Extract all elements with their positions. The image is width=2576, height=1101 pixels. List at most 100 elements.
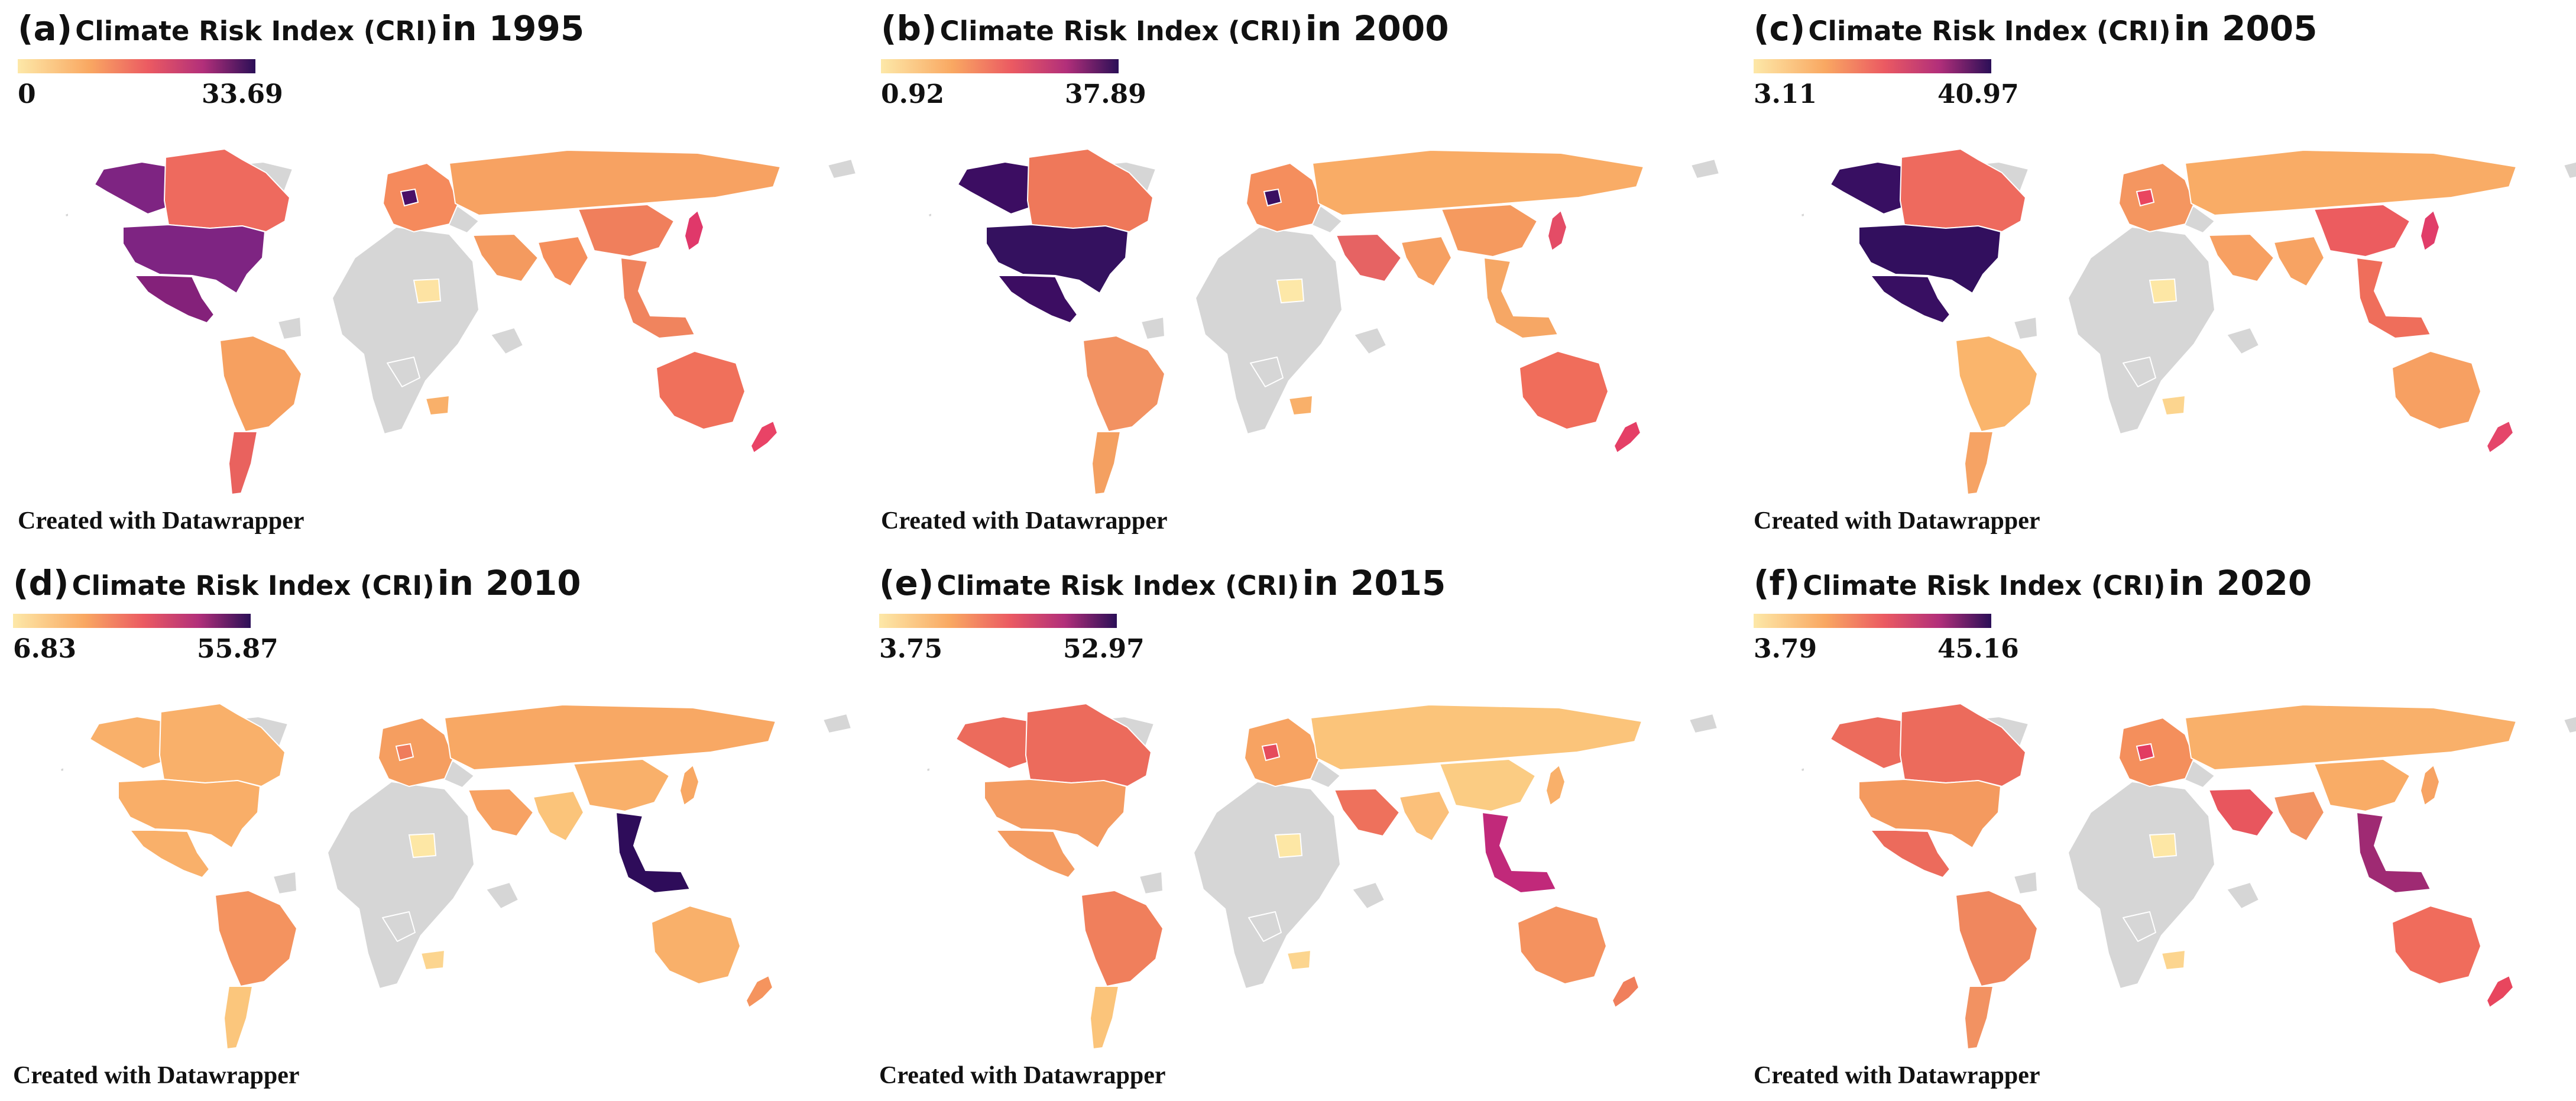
region-west-africa[interactable] [1275, 833, 1302, 858]
region-south-america[interactable] [1081, 890, 1164, 987]
region-mexico[interactable] [996, 830, 1076, 878]
region-east-asia[interactable] [2313, 204, 2410, 257]
region-australia[interactable] [1519, 351, 1609, 430]
region-south-asia[interactable] [1401, 236, 1452, 287]
region-mexico[interactable] [997, 275, 1078, 323]
region-new-zealand[interactable] [750, 420, 778, 454]
region-south-africa[interactable] [1287, 950, 1311, 970]
region-europe-hotspot[interactable] [2136, 743, 2154, 761]
region-east-asia[interactable] [1439, 759, 1536, 812]
region-middle-east[interactable] [2208, 234, 2274, 282]
region-argentina[interactable] [1091, 431, 1121, 495]
region-south-america[interactable] [219, 335, 302, 432]
region-argentina[interactable] [228, 431, 258, 495]
region-europe[interactable] [378, 717, 454, 787]
region-russia[interactable] [1312, 150, 1644, 216]
region-japan[interactable] [2420, 210, 2440, 251]
region-south-africa[interactable] [425, 395, 450, 416]
region-southeast-asia[interactable] [2356, 812, 2431, 893]
region-south-africa[interactable] [1288, 395, 1313, 416]
region-south-america[interactable] [215, 890, 297, 987]
region-south-asia[interactable] [2273, 236, 2325, 287]
region-south-america[interactable] [1955, 890, 2038, 987]
region-europe[interactable] [1244, 717, 1320, 787]
region-south-africa[interactable] [420, 950, 445, 970]
region-south-africa[interactable] [2161, 950, 2186, 970]
region-southeast-asia[interactable] [620, 257, 695, 339]
region-europe-hotspot[interactable] [1263, 189, 1282, 206]
region-canada[interactable] [164, 148, 290, 232]
region-russia[interactable] [2185, 704, 2517, 770]
region-argentina[interactable] [1090, 986, 1119, 1050]
region-mexico[interactable] [134, 275, 215, 323]
region-russia[interactable] [1310, 704, 1642, 770]
region-southeast-asia[interactable] [2356, 257, 2431, 339]
region-australia[interactable] [2392, 905, 2481, 985]
region-japan[interactable] [679, 765, 699, 806]
region-europe[interactable] [2118, 163, 2195, 232]
region-europe-hotspot[interactable] [1262, 743, 1280, 761]
region-russia[interactable] [449, 150, 781, 216]
region-japan[interactable] [1547, 210, 1567, 251]
region-canada[interactable] [159, 703, 286, 787]
region-east-asia[interactable] [573, 759, 670, 812]
region-australia[interactable] [651, 905, 741, 985]
region-south-asia[interactable] [533, 791, 584, 841]
region-japan[interactable] [2420, 765, 2440, 806]
region-japan[interactable] [1545, 765, 1566, 806]
region-new-zealand[interactable] [2486, 420, 2514, 454]
region-east-asia[interactable] [2313, 759, 2410, 812]
region-south-asia[interactable] [537, 236, 589, 287]
region-south-asia[interactable] [2273, 791, 2325, 841]
region-russia[interactable] [444, 704, 776, 770]
region-south-america[interactable] [1955, 335, 2038, 432]
region-europe-hotspot[interactable] [400, 189, 419, 206]
region-australia[interactable] [656, 351, 746, 430]
region-mexico[interactable] [129, 830, 210, 878]
region-japan[interactable] [684, 210, 704, 251]
region-alaska[interactable] [89, 716, 166, 769]
region-europe[interactable] [383, 163, 459, 232]
region-middle-east[interactable] [1336, 234, 1402, 282]
region-middle-east[interactable] [472, 234, 539, 282]
region-new-zealand[interactable] [2486, 975, 2514, 1008]
region-east-asia[interactable] [578, 204, 675, 257]
region-southeast-asia[interactable] [1483, 257, 1558, 339]
region-australia[interactable] [2392, 351, 2481, 430]
region-mexico[interactable] [1870, 830, 1950, 878]
region-mexico[interactable] [1870, 275, 1950, 323]
region-new-zealand[interactable] [746, 975, 773, 1008]
region-alaska[interactable] [1830, 716, 1907, 769]
region-canada[interactable] [1027, 148, 1153, 232]
region-southeast-asia[interactable] [1482, 812, 1557, 893]
region-canada[interactable] [1025, 703, 1152, 787]
region-south-africa[interactable] [2161, 395, 2186, 416]
region-alaska[interactable] [94, 161, 171, 215]
region-southeast-asia[interactable] [615, 812, 691, 893]
region-argentina[interactable] [1964, 431, 1994, 495]
region-europe[interactable] [1246, 163, 1322, 232]
region-australia[interactable] [1517, 905, 1607, 985]
region-middle-east[interactable] [2208, 788, 2274, 837]
region-west-africa[interactable] [2149, 279, 2177, 303]
region-west-africa[interactable] [1276, 279, 1304, 303]
region-west-africa[interactable] [413, 279, 441, 303]
region-south-america[interactable] [1083, 335, 1165, 432]
region-alaska[interactable] [957, 161, 1034, 215]
region-europe[interactable] [2118, 717, 2195, 787]
region-middle-east[interactable] [1334, 788, 1400, 837]
region-russia[interactable] [2185, 150, 2517, 216]
region-new-zealand[interactable] [1613, 420, 1641, 454]
region-argentina[interactable] [223, 986, 253, 1050]
region-argentina[interactable] [1964, 986, 1994, 1050]
region-europe-hotspot[interactable] [2136, 189, 2154, 206]
region-canada[interactable] [1900, 148, 2026, 232]
region-canada[interactable] [1900, 703, 2026, 787]
region-west-africa[interactable] [2149, 833, 2177, 858]
region-middle-east[interactable] [468, 788, 534, 837]
region-alaska[interactable] [1830, 161, 1907, 215]
region-west-africa[interactable] [409, 833, 436, 858]
region-alaska[interactable] [955, 716, 1032, 769]
region-south-asia[interactable] [1399, 791, 1450, 841]
region-new-zealand[interactable] [1612, 975, 1639, 1008]
